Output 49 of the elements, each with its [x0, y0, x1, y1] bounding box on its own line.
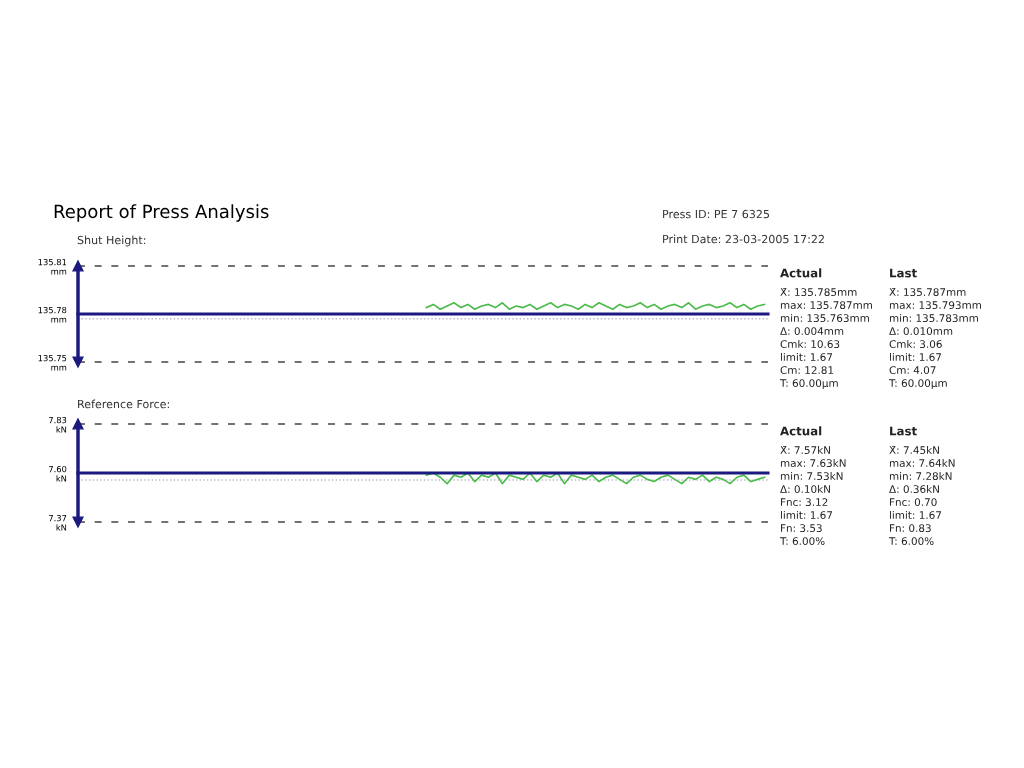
- text: Print Date: 23-03-2005 17:22: [663, 234, 824, 244]
- line-series: [425, 301, 766, 311]
- text: Last: [890, 426, 917, 436]
- text: limit: 1.67: [889, 352, 942, 362]
- line-series: [425, 472, 766, 485]
- text: Fn: 0.83: [890, 524, 931, 533]
- y-tick-label: 135.75 mm: [38, 354, 67, 371]
- text: Cmk: 3.06: [889, 339, 942, 349]
- text: limit: 1.67: [780, 510, 833, 520]
- text: Press ID: PE 7 6325: [663, 209, 770, 219]
- y-tick-label: 7.83 kN: [49, 416, 67, 433]
- text: max: 7.64kN: [889, 458, 955, 468]
- text: Fn: 3.53: [781, 524, 822, 533]
- text: Fnc: 3.12: [781, 498, 828, 507]
- text: Cm: 12.81: [780, 366, 834, 375]
- text: Actual: [780, 268, 822, 278]
- y-tick-label: 7.37 kN: [49, 514, 67, 531]
- text: min: 7.53kN: [780, 471, 843, 481]
- text: X̄: 135.787mm: [889, 288, 966, 297]
- text: X̄: 135.785mm: [780, 288, 857, 297]
- text: X̄: 7.57kN: [780, 445, 830, 455]
- text: Cmk: 10.63: [780, 339, 840, 349]
- text: Cm: 4.07: [889, 366, 936, 375]
- y-tick-label: 135.81 mm: [38, 258, 67, 275]
- text: Last: [890, 268, 917, 278]
- text: T: 6.00%: [888, 537, 934, 546]
- text: Δ: 0.004mm: [780, 327, 844, 336]
- chart-title: Reference Force:: [78, 399, 169, 409]
- text: T: 60.00µm: [779, 379, 838, 390]
- text: Actual: [780, 426, 822, 436]
- text: T: 60.00µm: [888, 379, 947, 390]
- text: Δ: 0.36kN: [889, 484, 939, 494]
- y-tick-label: 135.78 mm: [38, 306, 67, 323]
- text: limit: 1.67: [889, 510, 942, 520]
- text: max: 7.63kN: [780, 458, 846, 468]
- text: Δ: 0.10kN: [780, 484, 830, 494]
- text: max: 135.793mm: [889, 301, 981, 310]
- text: max: 135.787mm: [780, 301, 872, 310]
- chart-title: Report of Press Analysis: [54, 204, 269, 222]
- text: min: 135.763mm: [780, 313, 869, 323]
- text: X̄: 7.45kN: [889, 445, 939, 455]
- text: min: 7.28kN: [889, 471, 952, 481]
- chart-subtitle: Shut Height:: [77, 235, 146, 247]
- text: min: 135.783mm: [889, 313, 978, 323]
- text: limit: 1.67: [780, 352, 833, 362]
- text: Δ: 0.010mm: [889, 327, 953, 336]
- y-tick-label: 7.60 kN: [49, 465, 67, 482]
- text: Fnc: 0.70: [890, 498, 937, 507]
- text: T: 6.00%: [779, 537, 825, 546]
